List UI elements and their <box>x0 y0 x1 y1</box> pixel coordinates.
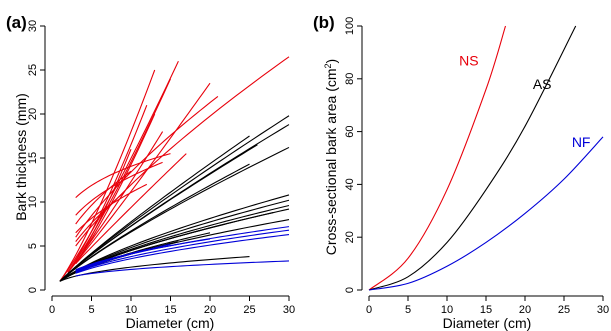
series-line-red <box>59 69 156 282</box>
panel-a: (a) 0 5 10 15 20 25 30 0 5 10 15 20 25 30 Diameter (… <box>6 13 295 331</box>
panel-a-y-axis-title: Bark thickness (mm) <box>13 93 29 221</box>
panel-b-x-axis-title: Diameter (cm) <box>443 315 532 331</box>
y-tick-label: 15 <box>27 152 39 164</box>
y-tick-label: 0 <box>344 287 356 293</box>
series-line-black <box>59 135 250 282</box>
y-tick-label: 40 <box>344 178 356 190</box>
panel-b-y-axis-title-close: ) <box>323 59 339 64</box>
series-line-black <box>59 223 226 282</box>
series-line-blue <box>75 234 290 274</box>
x-tick-label: 10 <box>441 304 453 316</box>
y-tick-label: 30 <box>27 20 39 32</box>
series-line-blue <box>75 229 290 273</box>
series-line-red <box>67 82 211 273</box>
x-tick-label: 25 <box>243 304 255 316</box>
x-tick-label: 0 <box>366 304 372 316</box>
x-tick-label: 20 <box>204 304 216 316</box>
panel-b-y-axis: 0 20 40 60 80 100 <box>344 17 363 293</box>
panel-b-y-axis-title: Cross-sectional bark area (cm2) <box>323 59 339 255</box>
x-tick-label: 30 <box>283 304 295 316</box>
series-line-blue <box>75 248 147 273</box>
series-line-red <box>75 153 187 264</box>
series-label-nf: NF <box>572 134 591 150</box>
y-tick-label: 60 <box>344 125 356 137</box>
panel-b-label: (b) <box>313 13 335 32</box>
series-line-black <box>59 256 250 282</box>
panel-b-x-axis: 0 5 10 15 20 25 30 <box>366 295 609 316</box>
x-tick-label: 15 <box>480 304 492 316</box>
panel-a-x-axis-title: Diameter (cm) <box>126 315 215 331</box>
series-label-as: AS <box>533 76 552 92</box>
y-tick-label: 5 <box>27 243 39 249</box>
x-tick-label: 5 <box>88 304 94 316</box>
panel-a-lines <box>59 56 290 282</box>
panel-a-x-axis: 0 5 10 15 20 25 30 <box>49 295 295 316</box>
y-tick-label: 80 <box>344 73 356 85</box>
series-line-black <box>59 144 258 282</box>
panel-b: (b) NS AS NF 0 5 10 15 20 25 30 0 20 40 60 80 100 Dia… <box>313 13 609 331</box>
x-tick-label: 25 <box>558 304 570 316</box>
x-tick-label: 10 <box>125 304 137 316</box>
x-tick-label: 15 <box>164 304 176 316</box>
panel-b-y-axis-title-sup: 2 <box>323 63 333 68</box>
panel-b-y-axis-title-main: Cross-sectional bark area (cm <box>323 68 339 255</box>
x-tick-label: 20 <box>519 304 531 316</box>
y-tick-label: 25 <box>27 64 39 76</box>
y-tick-label: 20 <box>344 231 356 243</box>
x-tick-label: 30 <box>597 304 609 316</box>
y-tick-label: 10 <box>27 196 39 208</box>
panel-b-lines: NS AS NF <box>368 25 604 291</box>
series-line-black <box>59 163 250 282</box>
y-tick-label: 0 <box>27 287 39 293</box>
series-line-red <box>75 192 124 242</box>
series-line-red <box>75 183 148 234</box>
x-tick-label: 5 <box>405 304 411 316</box>
series-line-red <box>75 161 163 216</box>
panel-a-label: (a) <box>6 13 27 32</box>
series-line-red <box>75 153 171 199</box>
x-tick-label: 0 <box>49 304 55 316</box>
series-line-black <box>59 199 290 282</box>
series-line-red <box>75 95 219 238</box>
series-line-black <box>59 194 290 282</box>
series-line-blue <box>75 243 171 273</box>
series-line-blue <box>75 260 290 277</box>
series-line-red <box>67 104 148 273</box>
y-tick-label: 100 <box>344 17 356 35</box>
series-line-red <box>59 60 179 282</box>
series-line-red <box>75 170 132 225</box>
series-line-black <box>59 115 290 282</box>
series-line-as <box>368 25 577 291</box>
panel-a-y-axis: 0 5 10 15 20 25 30 <box>27 20 46 293</box>
y-tick-label: 20 <box>27 108 39 120</box>
series-line-nf <box>368 136 604 291</box>
series-line-ns <box>368 25 507 291</box>
series-label-ns: NS <box>459 52 478 68</box>
